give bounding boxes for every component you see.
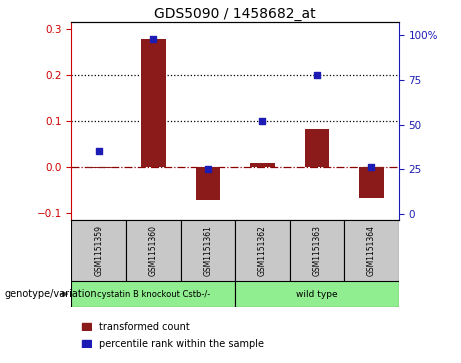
Point [313, 72, 321, 77]
Bar [235, 220, 290, 281]
Bar [305, 129, 329, 167]
Point [368, 164, 375, 170]
Text: GSM1151364: GSM1151364 [367, 225, 376, 276]
Text: GSM1151360: GSM1151360 [149, 225, 158, 276]
Bar [126, 220, 181, 281]
Bar [195, 167, 220, 200]
Bar [141, 39, 165, 167]
Bar [344, 220, 399, 281]
Bar [290, 220, 344, 281]
Text: GSM1151362: GSM1151362 [258, 225, 267, 276]
Text: transformed count: transformed count [99, 322, 190, 332]
Bar [71, 220, 126, 281]
Title: GDS5090 / 1458682_at: GDS5090 / 1458682_at [154, 7, 316, 21]
Point [259, 118, 266, 124]
Bar [181, 220, 235, 281]
Bar [87, 167, 111, 168]
Bar [359, 167, 384, 198]
Bar [250, 163, 275, 167]
Text: GSM1151363: GSM1151363 [313, 225, 321, 276]
Bar [71, 281, 235, 307]
Point [149, 36, 157, 42]
Text: genotype/variation: genotype/variation [5, 289, 97, 299]
Text: wild type: wild type [296, 290, 338, 298]
Bar [82, 323, 91, 330]
Text: GSM1151359: GSM1151359 [94, 225, 103, 276]
Text: GSM1151361: GSM1151361 [203, 225, 213, 276]
Text: cystatin B knockout Cstb-/-: cystatin B knockout Cstb-/- [97, 290, 210, 298]
Point [95, 148, 102, 154]
Bar [235, 281, 399, 307]
Bar [82, 340, 91, 348]
Point [204, 166, 212, 172]
Text: percentile rank within the sample: percentile rank within the sample [99, 339, 264, 349]
